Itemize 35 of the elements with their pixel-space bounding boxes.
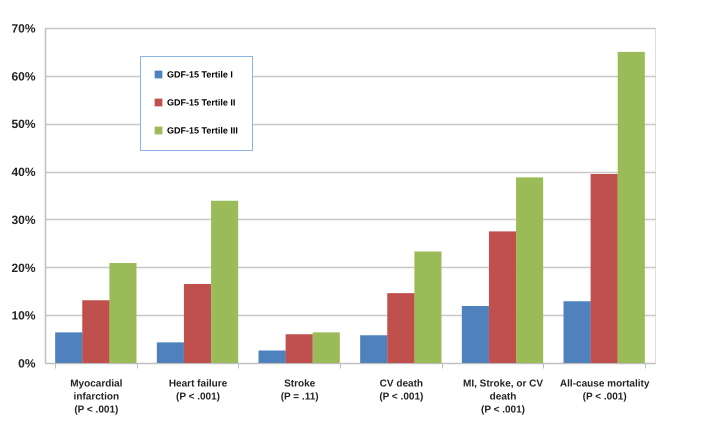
bar	[564, 301, 591, 363]
bar	[211, 200, 238, 363]
legend-label: GDF-15 Tertile II	[167, 98, 236, 108]
bar	[312, 332, 340, 363]
bar	[258, 350, 286, 363]
bar	[55, 332, 82, 363]
x-tick-label: Stroke (P = .11)	[280, 378, 319, 402]
bar	[516, 177, 544, 363]
bar	[414, 251, 442, 363]
x-tick-label: All-cause mortality (P < .001)	[560, 378, 650, 402]
bar	[590, 174, 618, 363]
bar	[360, 335, 388, 363]
x-tick-label: CV death (P < .001)	[379, 378, 424, 402]
y-tick-label: 20%	[11, 260, 36, 275]
bar	[156, 342, 184, 363]
y-tick-label: 40%	[11, 165, 36, 180]
bar	[387, 293, 414, 363]
y-tick-label: 60%	[11, 69, 36, 84]
bar	[184, 284, 212, 363]
legend-label: GDF-15 Tertile III	[167, 126, 238, 136]
x-tick-label: MI, Stroke, or CV death (P < .001)	[462, 378, 544, 416]
y-tick-label: 0%	[18, 356, 36, 370]
bar	[109, 262, 136, 363]
legend-label: GDF-15 Tertile I	[167, 70, 233, 80]
bar	[286, 334, 313, 363]
y-tick-label: 30%	[11, 212, 36, 227]
x-tick-label: Myocardial infarction (P < .001)	[70, 378, 123, 416]
y-tick-label: 10%	[11, 308, 36, 323]
bar	[462, 306, 489, 363]
bar	[618, 52, 645, 363]
y-tick-label: 70%	[11, 22, 36, 36]
bar	[488, 231, 516, 363]
x-tick-label: Heart failure (P < .001)	[168, 378, 228, 402]
y-tick-label: 50%	[11, 117, 36, 132]
bar	[82, 300, 110, 363]
